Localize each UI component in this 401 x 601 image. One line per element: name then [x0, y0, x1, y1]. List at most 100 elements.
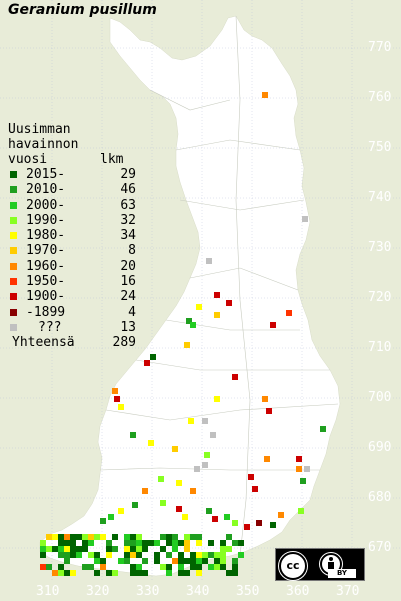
y-axis-label: 690 — [368, 440, 392, 455]
observation-square — [40, 552, 46, 558]
y-axis-label: 680 — [368, 490, 392, 505]
observation-square — [52, 546, 58, 552]
observation-square — [58, 552, 64, 558]
observation-square — [186, 318, 192, 324]
observation-square — [130, 564, 136, 570]
legend-row-label: 2010- — [26, 182, 66, 198]
observation-square — [114, 396, 120, 402]
observation-square — [46, 534, 52, 540]
cc-by-license-badge[interactable]: cc BY — [275, 548, 365, 581]
observation-square — [64, 546, 70, 552]
observation-square — [136, 564, 142, 570]
observation-square — [300, 478, 306, 484]
observation-square — [238, 540, 244, 546]
observation-square — [88, 564, 94, 570]
observation-square — [238, 552, 244, 558]
observation-square — [320, 426, 326, 432]
observation-square — [144, 360, 150, 366]
observation-square — [196, 564, 202, 570]
legend-row-count: 63 — [120, 197, 136, 213]
observation-square — [226, 300, 232, 306]
observation-square — [212, 516, 218, 522]
observation-square — [196, 304, 202, 310]
observation-square — [142, 540, 148, 546]
observation-square — [232, 564, 238, 570]
observation-square — [296, 466, 302, 472]
y-axis-label: 710 — [368, 340, 392, 355]
observation-square — [52, 534, 58, 540]
y-axis-label: 760 — [368, 90, 392, 105]
observation-square — [190, 564, 196, 570]
observation-square — [58, 534, 64, 540]
observation-square — [304, 466, 310, 472]
observation-square — [286, 310, 292, 316]
observation-square — [94, 552, 100, 558]
observation-square — [112, 534, 118, 540]
observation-square — [214, 552, 220, 558]
observation-square — [124, 540, 130, 546]
observation-square — [132, 502, 138, 508]
observation-square — [178, 558, 184, 564]
legend: Uusimman havainnon vuosi lkm 2015- 29 2010… — [8, 122, 136, 351]
observation-square — [100, 534, 106, 540]
observation-square — [232, 570, 238, 576]
observation-square — [214, 396, 220, 402]
y-axis-label: 740 — [368, 190, 392, 205]
observation-square — [130, 552, 136, 558]
observation-square — [196, 570, 202, 576]
x-axis-label: 340 — [186, 584, 210, 599]
legend-row: 1980- 34 — [8, 228, 136, 243]
observation-square — [172, 540, 178, 546]
x-axis-label: 370 — [336, 584, 360, 599]
legend-row: 2010- 46 — [8, 182, 136, 198]
observation-square — [142, 570, 148, 576]
observation-square — [154, 540, 160, 546]
x-axis-label: 330 — [136, 584, 160, 599]
observation-square — [270, 522, 276, 528]
observation-square — [184, 558, 190, 564]
observation-square — [172, 534, 178, 540]
legend-row-label: 1900- — [26, 289, 66, 305]
observation-square — [210, 432, 216, 438]
observation-square — [184, 546, 190, 552]
y-axis-label: 750 — [368, 140, 392, 155]
legend-row-label: -1899 — [26, 304, 66, 320]
legend-total: Yhteensä 289 — [8, 335, 136, 351]
x-axis-label: 360 — [286, 584, 310, 599]
observation-square — [124, 558, 130, 564]
observation-square — [160, 546, 166, 552]
observation-square — [178, 540, 184, 546]
observation-square — [190, 488, 196, 494]
legend-row-count: 34 — [120, 228, 136, 244]
observation-square — [224, 514, 230, 520]
legend-count-header: lkm — [100, 152, 124, 167]
legend-row-label: 1990- — [26, 212, 66, 228]
observation-square — [88, 540, 94, 546]
legend-rows: 2015- 29 2010- 46 2000- 63 1990- 32 1980- 34 1970-… — [8, 167, 136, 335]
observation-square — [226, 546, 232, 552]
legend-row: 1970- 8 — [8, 243, 136, 258]
observation-square — [190, 534, 196, 540]
observation-square — [94, 534, 100, 540]
observation-square — [124, 552, 130, 558]
observation-square — [82, 564, 88, 570]
observation-square — [64, 552, 70, 558]
legend-row-count: 24 — [120, 289, 136, 305]
observation-square — [166, 534, 172, 540]
observation-square — [226, 534, 232, 540]
observation-square — [196, 540, 202, 546]
legend-row-count: 4 — [128, 304, 136, 320]
observation-square — [142, 558, 148, 564]
observation-square — [270, 322, 276, 328]
legend-row: 1900- 24 — [8, 289, 136, 305]
observation-square — [208, 564, 214, 570]
legend-swatch — [10, 232, 17, 240]
observation-square — [76, 534, 82, 540]
observation-square — [112, 388, 118, 394]
observation-square — [232, 374, 238, 380]
legend-row-count: 8 — [128, 243, 136, 259]
y-axis-label: 670 — [368, 540, 392, 555]
observation-square — [46, 546, 52, 552]
observation-square — [58, 540, 64, 546]
